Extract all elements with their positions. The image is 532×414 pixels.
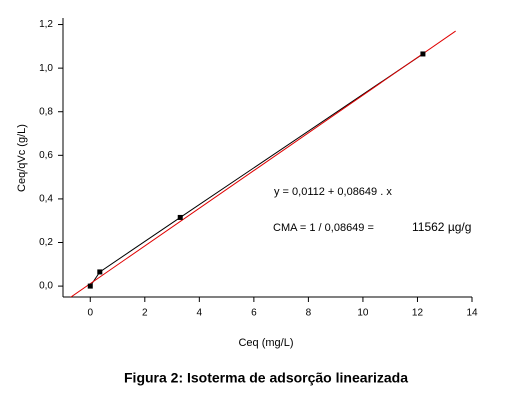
series-line (89, 53, 424, 287)
data-point (97, 269, 103, 275)
y-tick-label: 1,2 (39, 19, 53, 30)
x-tick-label: 6 (251, 308, 257, 319)
y-tick-label: 0,4 (39, 194, 53, 205)
x-tick-label: 14 (466, 308, 478, 319)
annotation: CMA = 1 / 0,08649 = (273, 222, 374, 234)
data-point (87, 283, 93, 289)
caption: Figura 2: Isoterma de adsorção lineariza… (124, 370, 408, 386)
y-tick-label: 0,8 (39, 106, 53, 117)
y-tick-label: 0,6 (39, 150, 53, 161)
data-point (177, 214, 183, 220)
x-tick-label: 0 (87, 308, 93, 319)
x-tick-label: 4 (197, 308, 203, 319)
x-tick-label: 2 (142, 308, 148, 319)
series-line (70, 30, 456, 297)
x-tick-label: 8 (306, 308, 312, 319)
y-tick-label: 1,0 (39, 63, 53, 74)
annotation: y = 0,0112 + 0,08649 . x (274, 186, 392, 198)
x-tick-label: 12 (412, 308, 424, 319)
x-axis-label: Ceq (mg/L) (238, 337, 293, 349)
y-tick-label: 0,0 (39, 281, 53, 292)
y-axis-label: Ceq/qVc (g/L) (16, 124, 28, 192)
plot-area (70, 30, 456, 297)
x-tick-label: 10 (357, 308, 369, 319)
data-point (420, 51, 426, 57)
annotation: 11562 µg/g (412, 220, 471, 234)
y-tick-label: 0,2 (39, 237, 53, 248)
